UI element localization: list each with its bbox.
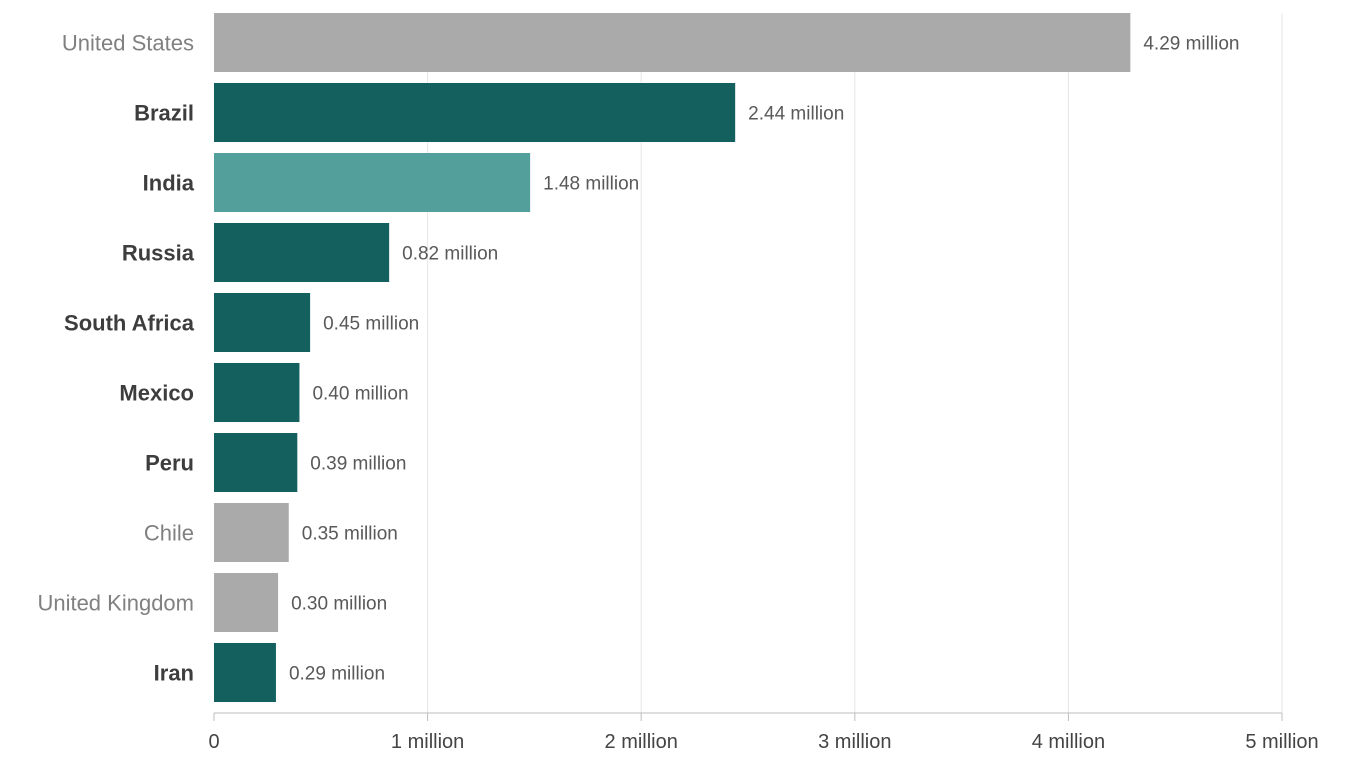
category-label: Mexico	[119, 381, 194, 406]
bars	[214, 13, 1131, 702]
x-tick-label: 1 million	[391, 731, 464, 753]
bar	[214, 433, 298, 492]
value-label: 2.44 million	[748, 104, 844, 125]
category-label: United States	[62, 31, 194, 56]
bar	[214, 13, 1131, 72]
x-tick-label: 2 million	[605, 731, 678, 753]
category-label: Peru	[145, 451, 194, 476]
value-label: 4.29 million	[1143, 34, 1239, 55]
category-label: Iran	[154, 661, 194, 686]
bar	[214, 83, 736, 142]
value-label: 0.30 million	[291, 594, 387, 615]
category-label: India	[143, 171, 195, 196]
value-labels: 4.29 million 2.44 million 1.48 million 0.82…	[289, 34, 1240, 685]
value-label: 0.82 million	[402, 244, 498, 265]
category-label: United Kingdom	[37, 591, 194, 616]
category-label: South Africa	[64, 311, 195, 336]
value-label: 0.40 million	[312, 384, 408, 405]
bar	[214, 643, 276, 702]
bar	[214, 153, 531, 212]
x-tick-label: 5 million	[1245, 731, 1318, 753]
bar	[214, 573, 279, 632]
bar	[214, 363, 300, 422]
bar	[214, 293, 311, 352]
x-tick-label: 0	[208, 731, 219, 753]
category-label: Brazil	[134, 101, 194, 126]
bar	[214, 503, 289, 562]
category-labels: United States Brazil India Russia South Afri…	[37, 31, 194, 686]
value-label: 0.45 million	[323, 314, 419, 335]
category-label: Russia	[122, 241, 195, 266]
value-label: 1.48 million	[543, 174, 639, 195]
value-label: 0.39 million	[310, 454, 406, 475]
x-tick-label: 4 million	[1032, 731, 1105, 753]
value-label: 0.35 million	[302, 524, 398, 545]
bar	[214, 223, 390, 282]
x-axis: 0 1 million 2 million 3 million 4 million 5 m…	[208, 712, 1319, 753]
value-label: 0.29 million	[289, 664, 385, 685]
x-tick-label: 3 million	[818, 731, 891, 753]
category-label: Chile	[144, 521, 194, 546]
